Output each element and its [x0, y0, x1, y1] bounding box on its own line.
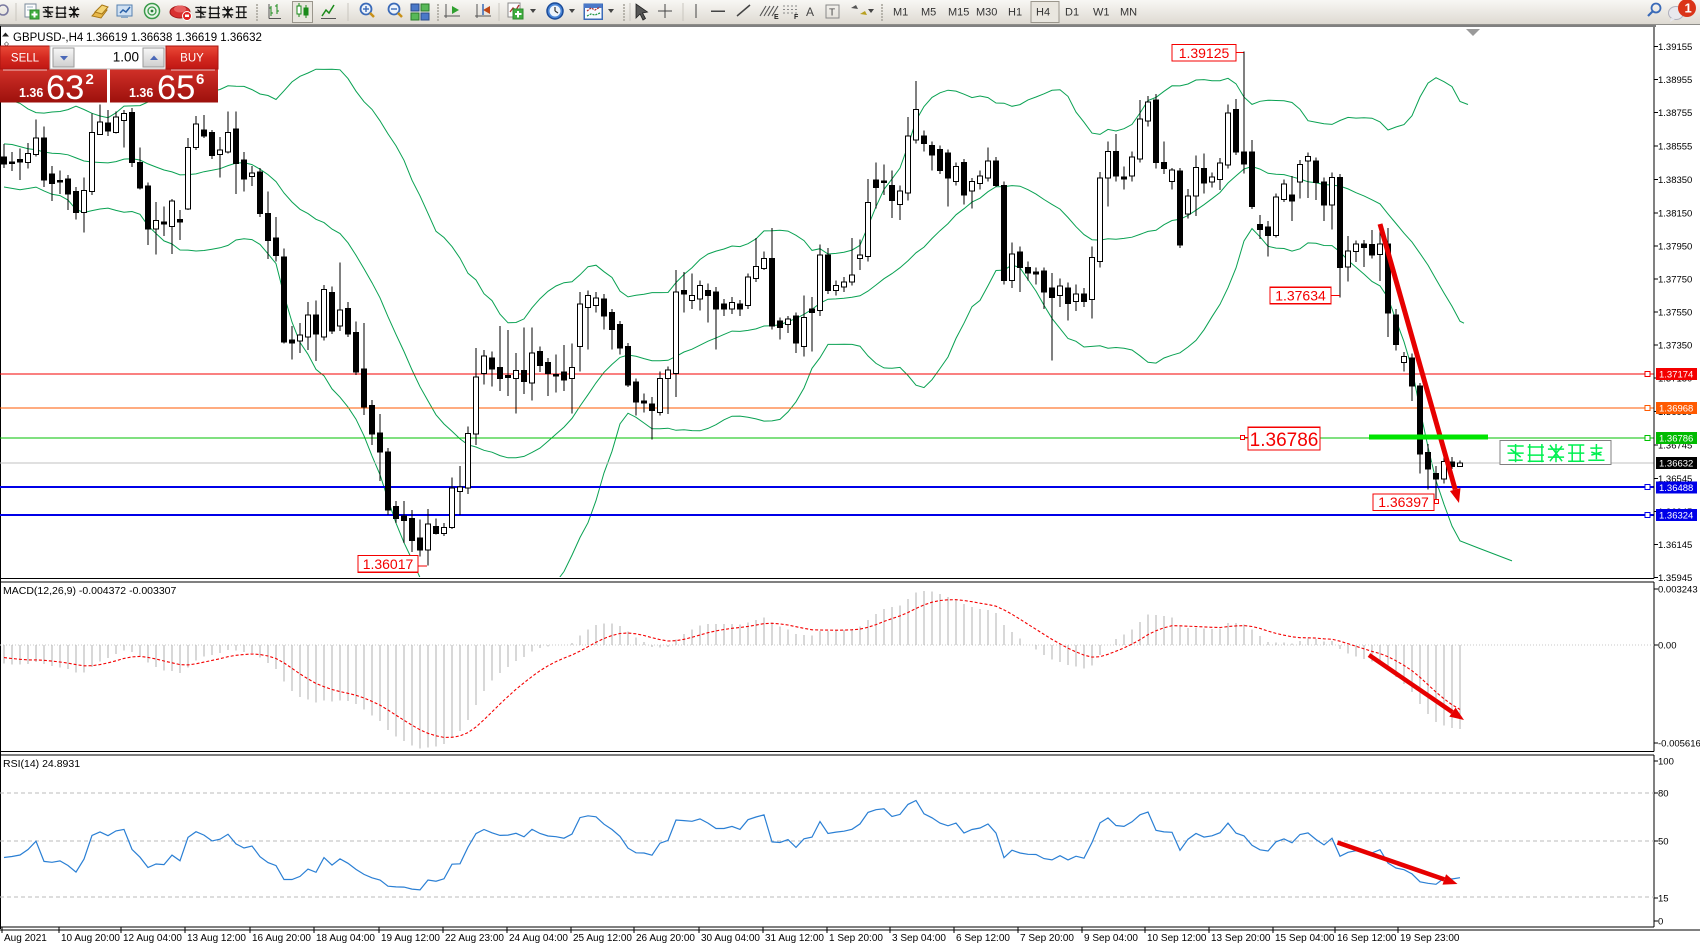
svg-text:100: 100	[1658, 757, 1674, 768]
svg-text:2: 2	[86, 71, 94, 88]
svg-text:0: 0	[1658, 917, 1663, 928]
svg-text:1.38350: 1.38350	[1658, 175, 1692, 186]
svg-text:1.39125: 1.39125	[1179, 45, 1230, 61]
svg-text:1.36397: 1.36397	[1378, 494, 1429, 510]
svg-text:0.003243: 0.003243	[1658, 585, 1698, 596]
svg-text:13 Sep 20:00: 13 Sep 20:00	[1211, 933, 1271, 944]
svg-text:F: F	[794, 14, 799, 21]
svg-text:M1: M1	[893, 7, 908, 19]
svg-text:1.35945: 1.35945	[1658, 573, 1692, 584]
svg-text:65: 65	[157, 69, 195, 107]
svg-text:T: T	[829, 8, 835, 19]
svg-text:22 Aug 23:00: 22 Aug 23:00	[445, 933, 504, 944]
svg-text:1.38755: 1.38755	[1658, 108, 1692, 119]
svg-text:19 Aug 12:00: 19 Aug 12:00	[381, 933, 440, 944]
svg-text:1.36745: 1.36745	[1658, 441, 1692, 452]
svg-text:1.38150: 1.38150	[1658, 208, 1692, 219]
svg-text:6: 6	[196, 71, 204, 88]
svg-text:10 Sep 12:00: 10 Sep 12:00	[1147, 933, 1207, 944]
svg-text:1.37750: 1.37750	[1658, 274, 1692, 285]
svg-text:Aug 2021: Aug 2021	[4, 933, 47, 944]
svg-text:1 Sep 20:00: 1 Sep 20:00	[829, 933, 883, 944]
svg-text:-0.005616: -0.005616	[1658, 739, 1700, 750]
svg-text:25 Aug 12:00: 25 Aug 12:00	[573, 933, 632, 944]
svg-text:MACD(12,26,9) -0.004372 -0.003: MACD(12,26,9) -0.004372 -0.003307	[3, 585, 177, 597]
svg-text:A: A	[806, 5, 814, 19]
svg-text:RSI(14) 24.8931: RSI(14) 24.8931	[3, 758, 80, 770]
svg-text:GBPUSD-,H4: GBPUSD-,H4	[13, 32, 84, 44]
svg-text:16 Aug 20:00: 16 Aug 20:00	[252, 933, 311, 944]
svg-text:9 Sep 04:00: 9 Sep 04:00	[1084, 933, 1138, 944]
svg-text:1.36017: 1.36017	[363, 556, 414, 572]
svg-text:0.00: 0.00	[1658, 641, 1677, 652]
svg-text:26 Aug 20:00: 26 Aug 20:00	[636, 933, 695, 944]
svg-text:H4: H4	[1036, 7, 1050, 19]
svg-text:50: 50	[1658, 837, 1669, 848]
svg-text:15: 15	[1658, 894, 1669, 905]
svg-text:1.36324: 1.36324	[1659, 510, 1693, 521]
svg-text:1.38955: 1.38955	[1658, 75, 1692, 86]
svg-text:1.37174: 1.37174	[1659, 370, 1693, 381]
svg-text:1.36: 1.36	[19, 86, 43, 100]
svg-text:1: 1	[1685, 1, 1692, 16]
svg-text:1.36145: 1.36145	[1658, 540, 1692, 551]
svg-text:D1: D1	[1065, 7, 1079, 19]
svg-text:1.00: 1.00	[113, 50, 139, 65]
svg-text:6 Sep 12:00: 6 Sep 12:00	[956, 933, 1010, 944]
svg-text:H1: H1	[1008, 7, 1022, 19]
svg-text:30 Aug 04:00: 30 Aug 04:00	[701, 933, 760, 944]
svg-text:MN: MN	[1120, 7, 1137, 19]
svg-text:7 Sep 20:00: 7 Sep 20:00	[1020, 933, 1074, 944]
svg-text:E: E	[774, 14, 779, 21]
svg-text:18 Aug 04:00: 18 Aug 04:00	[316, 933, 375, 944]
svg-text:15 Sep 04:00: 15 Sep 04:00	[1275, 933, 1335, 944]
svg-text:80: 80	[1658, 789, 1669, 800]
svg-text:SELL: SELL	[11, 53, 40, 65]
svg-text:1.36786: 1.36786	[1250, 430, 1319, 451]
svg-text:1.38555: 1.38555	[1658, 141, 1692, 152]
svg-text:3 Sep 04:00: 3 Sep 04:00	[892, 933, 946, 944]
svg-text:1.36488: 1.36488	[1659, 483, 1693, 494]
svg-text:63: 63	[46, 69, 84, 107]
svg-text:1.39155: 1.39155	[1658, 42, 1692, 53]
svg-text:1.36619 1.36638 1.36619 1.3663: 1.36619 1.36638 1.36619 1.36632	[86, 32, 262, 44]
svg-text:1.36632: 1.36632	[1659, 459, 1693, 470]
svg-text:1.36786: 1.36786	[1659, 434, 1693, 445]
svg-text:24 Aug 04:00: 24 Aug 04:00	[509, 933, 568, 944]
svg-text:1.37550: 1.37550	[1658, 308, 1692, 319]
svg-text:M30: M30	[976, 7, 997, 19]
svg-text:1.37634: 1.37634	[1275, 288, 1326, 304]
svg-text:16 Sep 12:00: 16 Sep 12:00	[1337, 933, 1397, 944]
svg-text:1.36968: 1.36968	[1659, 404, 1693, 415]
svg-text:1.37950: 1.37950	[1658, 241, 1692, 252]
svg-text:12 Aug 04:00: 12 Aug 04:00	[123, 933, 182, 944]
svg-text:1.36545: 1.36545	[1658, 474, 1692, 485]
svg-text:1.36: 1.36	[129, 86, 153, 100]
svg-text:BUY: BUY	[180, 53, 204, 65]
svg-text:31 Aug 12:00: 31 Aug 12:00	[765, 933, 824, 944]
svg-text:1.37350: 1.37350	[1658, 341, 1692, 352]
svg-text:W1: W1	[1093, 7, 1110, 19]
svg-text:13 Aug 12:00: 13 Aug 12:00	[187, 933, 246, 944]
svg-text:M15: M15	[948, 7, 969, 19]
svg-text:10 Aug 20:00: 10 Aug 20:00	[61, 933, 120, 944]
svg-text:M5: M5	[921, 7, 936, 19]
svg-text:19 Sep 23:00: 19 Sep 23:00	[1400, 933, 1460, 944]
